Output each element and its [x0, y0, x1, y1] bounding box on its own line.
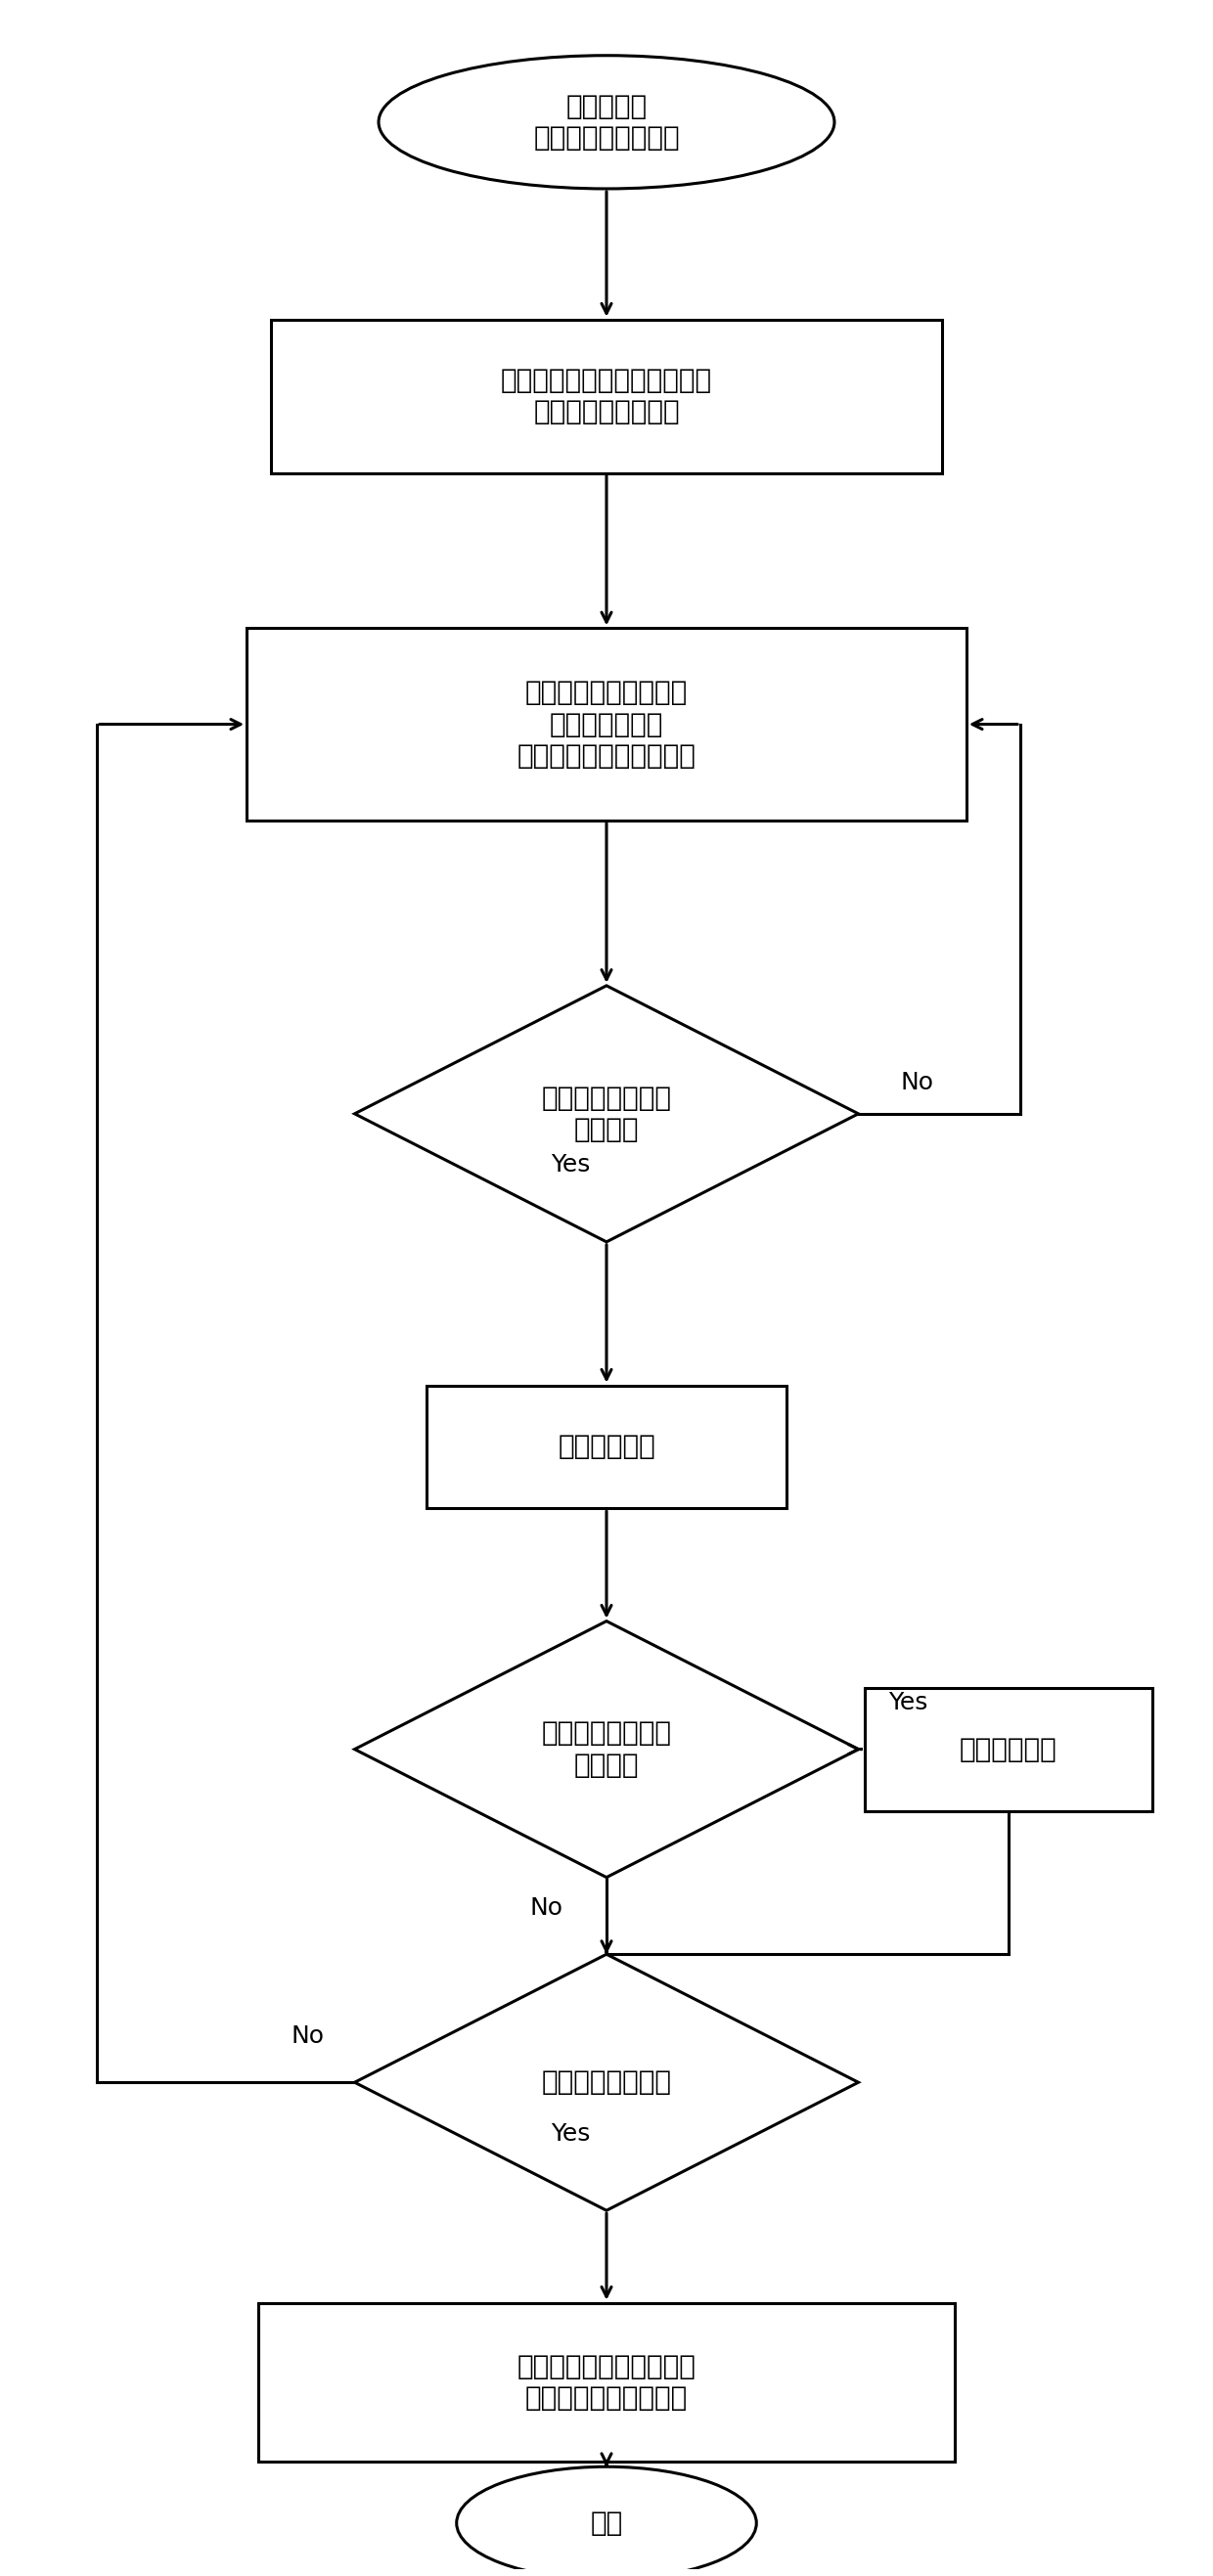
Text: No: No — [900, 1072, 934, 1095]
Text: 初始化粒子速度，映射时间分
配值到粒子初始位置: 初始化粒子速度，映射时间分 配值到粒子初始位置 — [501, 366, 712, 425]
Text: 超过最大迭代次数: 超过最大迭代次数 — [541, 2069, 672, 2097]
Bar — [865, 1687, 1152, 1811]
Text: 结束: 结束 — [591, 2509, 622, 2537]
Text: 基于吞吐量最大化准则
计算适应度函数
得到个体极值和全局极值: 基于吞吐量最大化准则 计算适应度函数 得到个体极值和全局极值 — [517, 680, 696, 770]
Text: No: No — [291, 2025, 325, 2048]
Text: No: No — [530, 1896, 563, 1919]
Text: 优于全局极值对应
的适应值: 优于全局极值对应 的适应值 — [541, 1721, 672, 1780]
Bar — [270, 319, 943, 474]
Text: 随机初始化
网络节点时间分配值: 随机初始化 网络节点时间分配值 — [534, 93, 679, 152]
Bar — [427, 1386, 786, 1510]
Text: 更新全局极值: 更新全局极值 — [959, 1736, 1057, 1762]
Text: Yes: Yes — [551, 1154, 591, 1177]
Text: 更新个体极值: 更新个体极值 — [558, 1432, 655, 1461]
Text: 优于个体极值对应
的适应值: 优于个体极值对应 的适应值 — [541, 1084, 672, 1144]
Text: Yes: Yes — [551, 2123, 591, 2146]
Text: Yes: Yes — [888, 1692, 928, 1716]
Text: 最优全局粒子位置值映射
为网络节点时间分配值: 最优全局粒子位置值映射 为网络节点时间分配值 — [517, 2352, 696, 2411]
Bar — [246, 629, 967, 819]
Bar — [258, 2303, 955, 2463]
